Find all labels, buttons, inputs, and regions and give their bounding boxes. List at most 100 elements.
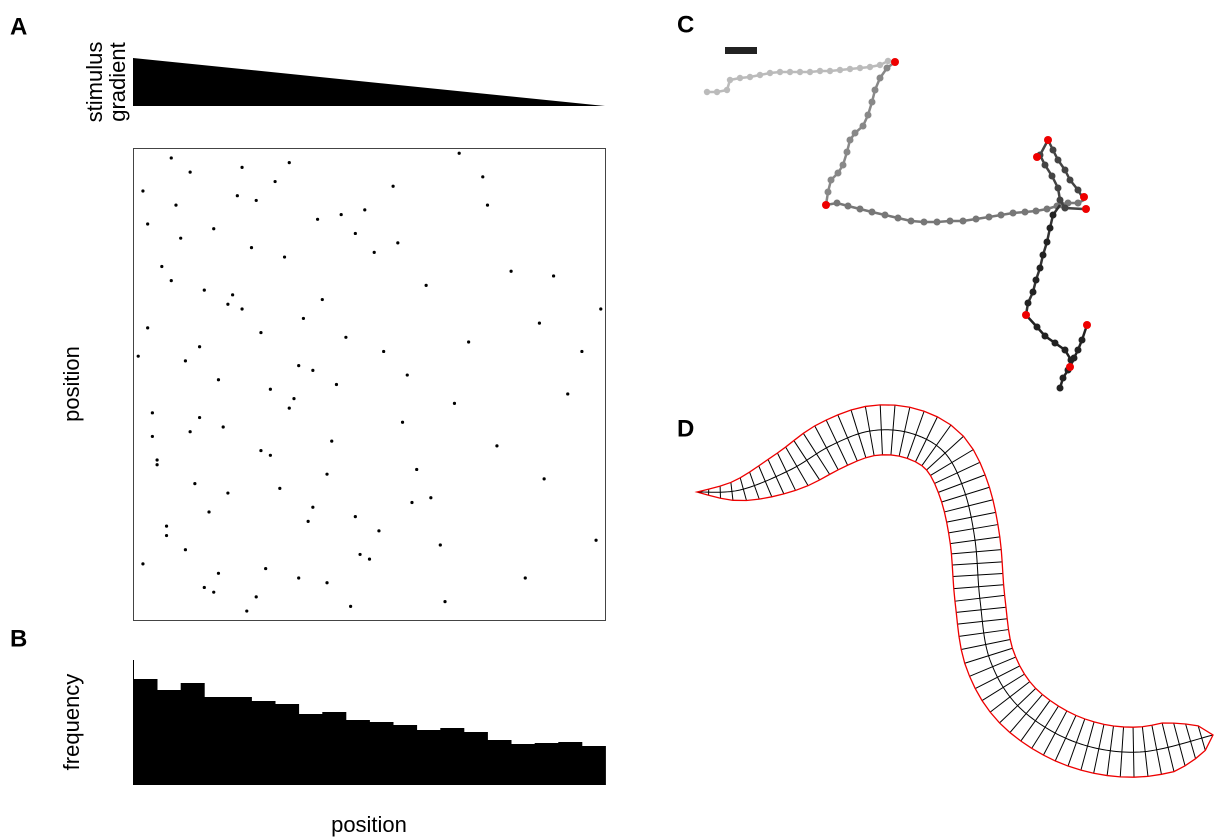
worm-midline [696, 429, 1214, 753]
point [542, 477, 546, 481]
bar [133, 679, 158, 785]
bar [369, 722, 394, 785]
panel-label: C [677, 11, 694, 38]
point [164, 524, 169, 528]
point [226, 302, 230, 306]
point [297, 576, 301, 580]
bar [298, 714, 323, 785]
point [349, 604, 353, 608]
point [301, 316, 306, 321]
point [320, 297, 324, 302]
bar [227, 697, 252, 785]
point [405, 373, 409, 377]
point [391, 184, 395, 188]
point [141, 562, 145, 566]
point [146, 326, 150, 330]
point [372, 250, 376, 254]
x-axis-label: position [331, 812, 407, 837]
trajectory [703, 47, 1091, 392]
bar [322, 712, 347, 785]
point [287, 406, 291, 410]
point [240, 307, 244, 311]
point [264, 566, 268, 571]
point [344, 335, 348, 339]
point [551, 274, 556, 278]
point [495, 444, 499, 448]
point [164, 533, 169, 538]
point [485, 203, 490, 207]
point [396, 241, 400, 245]
point [481, 175, 485, 179]
point [216, 378, 221, 382]
point [226, 491, 230, 495]
point [221, 425, 225, 429]
point [580, 349, 584, 354]
point [424, 283, 428, 287]
point [150, 434, 154, 439]
point [245, 609, 249, 613]
point [415, 467, 419, 472]
scale-bar [725, 47, 757, 54]
bar [463, 732, 488, 785]
point [457, 151, 461, 155]
point [339, 212, 343, 217]
point [273, 179, 277, 184]
panel-label: B [10, 625, 27, 652]
point [282, 255, 287, 259]
point [278, 486, 282, 490]
point [311, 505, 315, 509]
bar [581, 746, 606, 785]
point [136, 354, 140, 358]
point [254, 595, 258, 599]
point [297, 364, 301, 368]
point [259, 330, 263, 335]
point [235, 194, 239, 198]
point [443, 600, 447, 604]
bar [345, 720, 370, 785]
point [150, 411, 154, 415]
panel-label: D [677, 415, 694, 442]
scatter-frame [133, 148, 606, 621]
point [315, 217, 320, 221]
point [358, 552, 362, 557]
point [377, 529, 381, 533]
point [382, 349, 386, 354]
bar [157, 690, 182, 785]
point [467, 340, 471, 344]
point [363, 208, 367, 212]
point [155, 458, 159, 462]
bar [251, 701, 276, 785]
point [231, 293, 235, 297]
bar [416, 730, 441, 785]
bar [275, 704, 300, 785]
point [169, 279, 173, 283]
bar [440, 728, 465, 785]
point [169, 156, 173, 160]
point [594, 538, 598, 542]
bar [534, 743, 559, 785]
bar [558, 742, 583, 785]
point [146, 222, 150, 226]
worm-diagram [694, 404, 1214, 778]
point [268, 453, 272, 457]
point [410, 500, 414, 505]
point [202, 585, 206, 590]
y-axis-label: frequency [59, 674, 84, 771]
gradient-label: gradient [105, 42, 130, 122]
point [193, 482, 197, 486]
point [240, 165, 244, 169]
point [599, 307, 603, 311]
point [188, 430, 192, 434]
point [207, 510, 211, 514]
gradient-label: stimulus [82, 42, 107, 123]
point [325, 581, 329, 585]
bar [204, 697, 229, 785]
point [438, 543, 442, 547]
point [212, 590, 216, 594]
point [306, 519, 310, 523]
point [400, 420, 405, 424]
bar [393, 725, 418, 785]
point [325, 472, 329, 476]
point [188, 170, 192, 174]
